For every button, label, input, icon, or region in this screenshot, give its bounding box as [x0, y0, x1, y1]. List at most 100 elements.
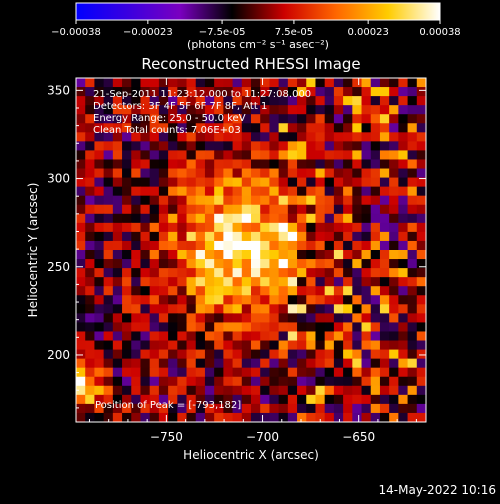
heatmap-cell: [352, 313, 363, 324]
info-time-range: 21-Sep-2011 11:23:12.000 to 11:27:08.000: [93, 89, 311, 100]
heatmap-cell: [85, 186, 96, 197]
heatmap-cell: [287, 286, 298, 296]
heatmap-cell: [195, 268, 206, 278]
heatmap-cell: [407, 286, 418, 296]
heatmap-cell: [297, 367, 307, 378]
heatmap-cell: [343, 141, 353, 152]
heatmap-cell: [122, 295, 132, 305]
heatmap-cell: [379, 295, 390, 305]
heatmap-cell: [140, 286, 151, 296]
heatmap-cell: [76, 114, 86, 124]
heatmap-cell: [149, 403, 160, 414]
heatmap-cell: [379, 268, 390, 278]
heatmap-cell: [278, 195, 289, 206]
heatmap-cell: [149, 313, 160, 324]
heatmap-cell: [407, 105, 418, 115]
heatmap-cell: [398, 349, 409, 360]
heatmap-cell: [260, 385, 271, 396]
heatmap-cell: [204, 105, 215, 115]
heatmap-cell: [223, 168, 234, 179]
heatmap-cell: [204, 204, 215, 215]
heatmap-cell: [379, 376, 390, 387]
heatmap-cell: [223, 177, 234, 188]
heatmap-cell: [352, 385, 363, 396]
heatmap-cell: [168, 358, 178, 369]
heatmap-cell: [343, 159, 353, 170]
heatmap-cell: [94, 340, 105, 351]
heatmap-cell: [186, 105, 197, 115]
heatmap-cell: [186, 195, 197, 206]
heatmap-cell: [94, 96, 105, 106]
heatmap-cell: [140, 385, 151, 396]
heatmap-cell: [398, 295, 409, 305]
heatmap-cell: [287, 195, 298, 206]
heatmap-cell: [195, 240, 206, 251]
heatmap-cell: [398, 367, 409, 378]
heatmap-cell: [232, 322, 243, 333]
heatmap-cell: [112, 277, 123, 287]
heatmap-cell: [416, 268, 426, 278]
heatmap-cell: [103, 304, 114, 314]
heatmap-cell: [324, 304, 335, 314]
info-peak-position: Position of Peak = [-793,182]: [95, 400, 241, 411]
heatmap-cell: [343, 403, 353, 414]
heatmap-cell: [333, 376, 344, 387]
heatmap-cell: [370, 412, 381, 422]
heatmap-cell: [85, 114, 96, 124]
heatmap-cell: [195, 277, 206, 287]
heatmap-cell: [379, 96, 390, 106]
heatmap-cell: [122, 141, 132, 152]
heatmap-cell: [168, 204, 178, 215]
heatmap-cell: [343, 304, 353, 314]
heatmap-cell: [232, 250, 243, 260]
heatmap-cell: [306, 96, 317, 106]
heatmap-cell: [389, 286, 399, 296]
heatmap-cell: [361, 186, 372, 197]
heatmap-cell: [241, 186, 252, 197]
heatmap-cell: [94, 376, 105, 387]
heatmap-cell: [297, 132, 307, 142]
info-energy-range: Energy Range: 25.0 - 50.0 keV: [93, 113, 246, 124]
heatmap-cell: [278, 403, 289, 414]
heatmap-cell: [195, 105, 206, 115]
heatmap-cell: [398, 96, 409, 106]
heatmap-cell: [287, 87, 298, 97]
heatmap-cell: [186, 367, 197, 378]
heatmap-cell: [94, 322, 105, 333]
colorbar-tick-label: 0.00038: [419, 27, 460, 38]
heatmap-cell: [251, 286, 261, 296]
heatmap-cell: [204, 376, 215, 387]
heatmap-cell: [223, 340, 234, 351]
plot-frame: [75, 77, 427, 423]
colorbar-tick-label: 7.5e-05: [275, 27, 313, 38]
heatmap-cell: [361, 105, 372, 115]
heatmap-cell: [223, 394, 234, 405]
heatmap-cell: [269, 331, 280, 342]
heatmap-cell: [306, 105, 317, 115]
heatmap-cell: [333, 96, 344, 106]
heatmap-cell: [269, 304, 280, 314]
heatmap-cell: [324, 150, 335, 161]
heatmap-cell: [315, 394, 326, 405]
heatmap-cell: [158, 231, 169, 242]
heatmap-cell: [260, 132, 271, 142]
heatmap-cell: [287, 78, 298, 88]
heatmap-cell: [223, 268, 234, 278]
heatmap-cell: [251, 250, 261, 260]
heatmap-cell: [306, 331, 317, 342]
heatmap-cell: [158, 168, 169, 179]
heatmap-cell: [315, 313, 326, 324]
heatmap-cell: [223, 349, 234, 360]
heatmap-cell: [241, 286, 252, 296]
heatmap-cell: [140, 358, 151, 369]
heatmap-cell: [168, 340, 178, 351]
heatmap-cell: [269, 150, 280, 161]
heatmap-cell: [103, 412, 114, 422]
heatmap-cell: [370, 78, 381, 88]
heatmap-cell: [287, 240, 298, 251]
heatmap-cell: [103, 159, 114, 170]
heatmap-cell: [94, 150, 105, 161]
heatmap-cell: [251, 105, 261, 115]
heatmap-cell: [149, 304, 160, 314]
